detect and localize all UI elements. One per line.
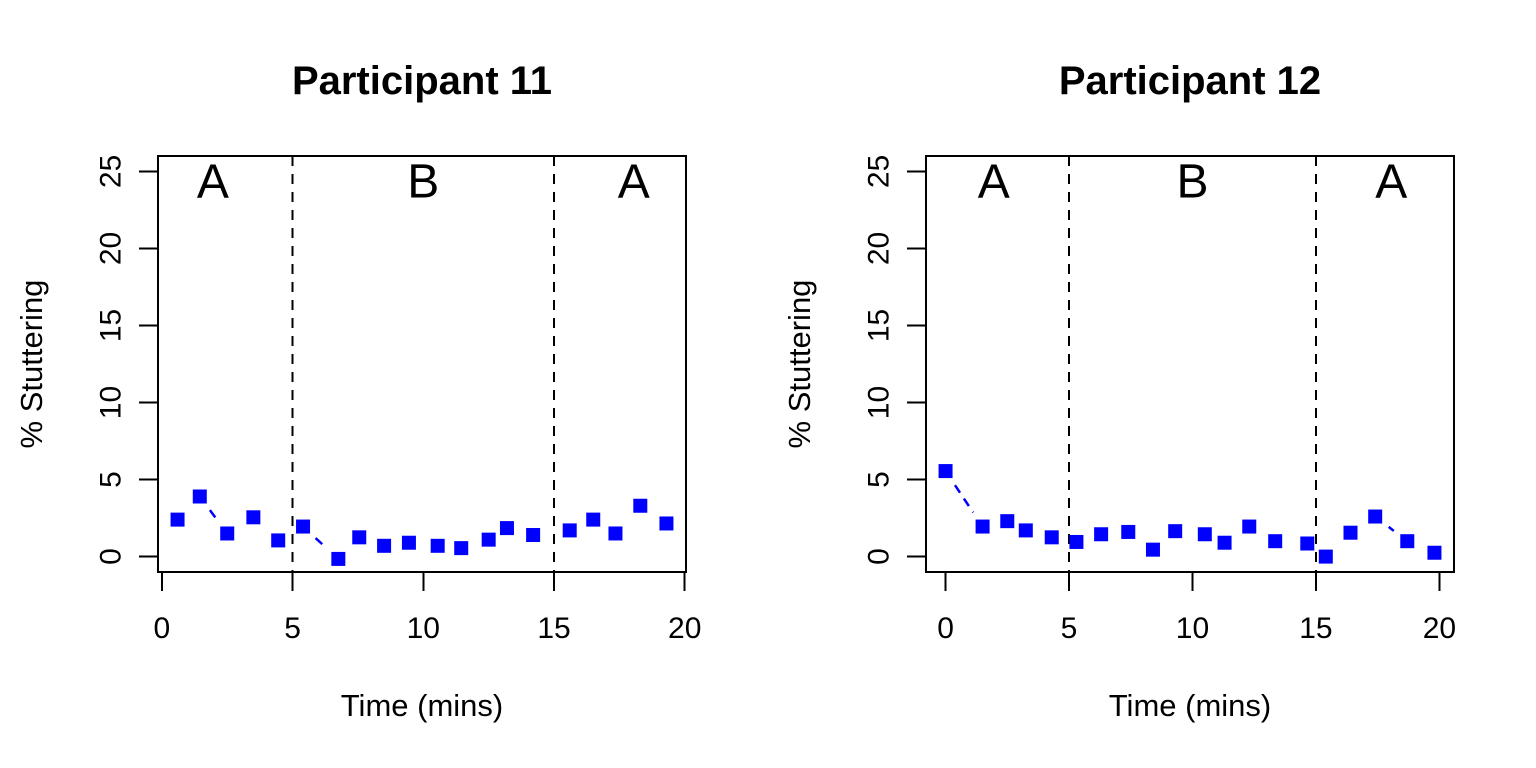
plot-border <box>157 155 687 573</box>
data-connector <box>314 537 327 549</box>
data-point <box>192 489 207 504</box>
data-point <box>1242 519 1257 534</box>
chart-title: Participant 11 <box>292 59 552 103</box>
y-axis-title: % Stuttering <box>14 280 49 449</box>
y-tick-label: 25 <box>95 155 128 188</box>
data-point <box>526 528 541 543</box>
data-point <box>170 512 185 527</box>
x-tick-label: 20 <box>668 612 701 645</box>
data-point <box>1018 523 1033 538</box>
y-tick-label: 15 <box>863 309 896 342</box>
data-point <box>659 516 674 531</box>
data-connector <box>208 509 219 521</box>
x-tick-label: 10 <box>407 612 440 645</box>
x-axis-title: Time (mins) <box>1109 688 1271 723</box>
x-tick-label: 0 <box>154 612 171 645</box>
data-point <box>220 526 235 541</box>
x-tick-label: 0 <box>937 612 954 645</box>
phase-label: A <box>197 155 229 208</box>
plot-border <box>925 155 1455 573</box>
x-tick-label: 5 <box>284 612 301 645</box>
x-tick-label: 15 <box>1299 612 1332 645</box>
data-point <box>938 464 953 479</box>
x-tick-label: 20 <box>1423 612 1456 645</box>
data-connector <box>1387 525 1395 532</box>
panel-participant-11: 0 5 10 15 20 0 5 10 15 20 25 A B A Participant 11 Time … <box>14 59 702 723</box>
chart-title: Participant 12 <box>1059 59 1321 103</box>
data-point <box>1197 527 1212 542</box>
data-point <box>1368 509 1383 524</box>
x-tick-label: 10 <box>1176 612 1209 645</box>
data-point <box>586 512 601 527</box>
y-tick-label: 20 <box>95 232 128 265</box>
data-point <box>499 521 514 536</box>
x-axis-title: Time (mins) <box>341 688 503 723</box>
y-tick-label: 20 <box>863 232 896 265</box>
data-point <box>1217 535 1232 550</box>
data-point <box>377 538 392 553</box>
y-tick-label: 10 <box>95 386 128 419</box>
data-point <box>1318 549 1333 564</box>
y-axis-title: % Stuttering <box>782 280 817 449</box>
data-point <box>633 498 648 513</box>
panel-participant-12: 0 5 10 15 20 0 5 10 15 20 25 A B A Participant 12 Time … <box>768 0 1536 768</box>
data-point <box>1044 530 1059 545</box>
y-tick-label: 0 <box>863 548 896 565</box>
chart-participant-12: 0 5 10 15 20 0 5 10 15 20 25 A B A Participant 12 Time … <box>782 59 1456 723</box>
y-tick-label: 5 <box>863 471 896 488</box>
y-tick-label: 25 <box>863 155 896 188</box>
chart-participant-11: 0 5 10 15 20 0 5 10 15 20 25 A B A Participant 11 Time … <box>14 59 702 723</box>
data-point <box>1343 525 1358 540</box>
data-point <box>481 532 496 547</box>
data-point <box>1168 524 1183 539</box>
data-point <box>401 535 416 550</box>
data-point <box>608 526 623 541</box>
data-point <box>1268 534 1283 549</box>
y-tick-label: 10 <box>863 386 896 419</box>
data-point <box>1121 524 1136 539</box>
data-connector <box>953 484 975 514</box>
data-point <box>1427 545 1442 560</box>
data-point <box>1400 534 1415 549</box>
x-tick-label: 15 <box>537 612 570 645</box>
y-tick-label: 0 <box>95 548 128 565</box>
phase-label: A <box>1375 155 1407 208</box>
data-point <box>352 530 367 545</box>
phase-label: A <box>618 155 650 208</box>
data-point <box>1000 514 1015 529</box>
data-point <box>1094 527 1109 542</box>
data-point <box>246 510 261 525</box>
x-tick-label: 5 <box>1061 612 1078 645</box>
phase-label: B <box>407 155 439 208</box>
phase-label: B <box>1176 155 1208 208</box>
data-point <box>975 519 990 534</box>
data-point <box>562 523 577 538</box>
data-point <box>1069 534 1084 549</box>
y-tick-label: 5 <box>95 471 128 488</box>
data-point <box>271 533 286 548</box>
data-point <box>331 551 346 566</box>
data-point <box>1145 542 1160 557</box>
y-tick-label: 15 <box>95 309 128 342</box>
data-point <box>296 519 311 534</box>
phase-label: A <box>978 155 1010 208</box>
data-point <box>430 538 445 553</box>
data-point <box>1300 536 1315 551</box>
data-point <box>454 541 469 556</box>
